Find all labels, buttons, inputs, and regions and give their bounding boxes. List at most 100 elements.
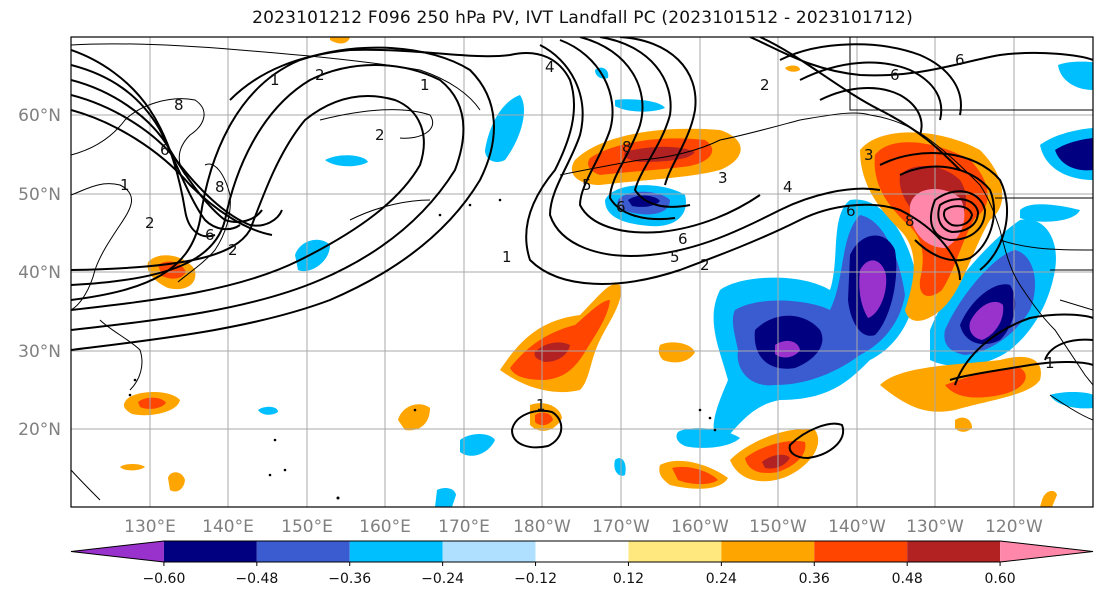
colorbar-tick-label: 0.12 [613,571,644,587]
contour-label: 8 [905,212,915,230]
ivt-positive-region [535,412,553,426]
colorbar-tick-label: 0.24 [706,571,737,587]
colorbar-tick-label: −0.36 [328,571,371,587]
colorbar-segment [721,541,815,562]
contour-label: 4 [545,58,555,76]
ivt-positive-region [330,37,350,44]
lon-label: 160°W [671,517,729,537]
ivt-negative-region [1058,61,1093,90]
lon-label: 160°E [359,517,411,537]
contour-label: 5 [670,248,680,266]
ivt-positive-region [785,65,800,72]
colorbar-segment [163,541,257,562]
colorbar-segment [535,541,629,562]
lon-label: 170°E [438,517,490,537]
ivt-negative-region [676,428,740,448]
lon-label: 120°W [985,517,1043,537]
colorbar-tick-label: 0.60 [985,571,1016,587]
lon-label: 130°E [124,517,176,537]
contour-label: 8 [215,178,225,196]
colorbar-segment [814,541,908,562]
contour-label: 3 [718,169,728,187]
lon-label: 170°W [592,517,650,537]
colorbar-segment [256,541,350,562]
colorbar-segment [71,541,164,562]
pv-contour-labels: 1 2 6 8 1 2 6 8 2 1 2 4 5 6 3 8 1 5 6 2 … [120,51,1055,414]
map-area: 1 2 6 8 1 2 6 8 2 1 2 4 5 6 3 8 1 5 6 2 … [71,37,1093,507]
ivt-positive-region [955,417,972,432]
ivt-negative-region [1055,138,1093,171]
ivt-negative-region [460,434,495,456]
colorbar-tick-label: −0.12 [514,571,557,587]
colorbar-segment [442,541,536,562]
ivt-negative-region [295,239,330,272]
colorbar-segment [628,541,722,562]
lat-label: 30°N [18,342,61,362]
ivt-negative-region [614,458,626,476]
ivt-shading [120,37,1093,507]
contour-label: 2 [228,241,238,259]
colorbar-tick-label: −0.24 [421,571,464,587]
ivt-positive-region [120,464,145,471]
contour-label: 2 [375,126,385,144]
lat-label: 20°N [18,420,61,440]
ivt-positive-region [672,466,718,485]
ivt-negative-region [258,406,278,415]
ivt-positive-region [138,397,166,409]
ivt-negative-region [859,260,887,318]
contour-label: 2 [700,256,710,274]
colorbar-tick-label: 0.48 [892,571,923,587]
islands [128,198,717,500]
contour-label: 2 [145,214,155,232]
contour-label: 2 [315,66,325,84]
colorbar: −0.60 −0.48 −0.36 −0.24 −0.12 0.12 0.24 0.36 0.4… [70,540,1094,587]
ivt-positive-region [534,342,570,362]
colorbar-tick-label: 0.36 [799,571,830,587]
contour-label: 6 [678,230,688,248]
contour-label: 1 [420,76,430,94]
colorbar-segment [907,541,1001,562]
contour-label: 5 [582,176,592,194]
colorbar-tick-label: −0.60 [142,571,185,587]
ivt-positive-region [510,300,610,380]
lat-label: 50°N [18,185,61,205]
contour-label: 6 [846,202,856,220]
contour-label: 2 [760,76,770,94]
ivt-negative-region [435,487,456,507]
contour-label: 4 [783,178,793,196]
contour-label: 1 [120,176,130,194]
colorbar-tick-label: −0.48 [235,571,278,587]
ivt-negative-region [615,99,665,112]
lon-label: 140°W [828,517,886,537]
coastlines [71,37,1093,501]
map-frame [70,36,1094,508]
ivt-positive-region [658,342,695,363]
ivt-positive-region [909,188,965,248]
lon-label: 180°W [513,517,571,537]
contour-label: 1 [1045,354,1055,372]
lat-label: 60°N [18,106,61,126]
ivt-negative-region [775,340,800,358]
lon-label: 140°E [202,517,254,537]
contour-label: 1 [502,248,512,266]
lon-label: 150°E [281,517,333,537]
lon-label: 150°W [749,517,807,537]
contour-label: 3 [864,146,874,164]
contour-label: 6 [616,198,626,216]
contour-label: 1 [270,71,280,89]
ivt-positive-region [1040,490,1057,507]
contour-label: 6 [205,226,215,244]
colorbar-segment [349,541,443,562]
ivt-negative-region [1020,204,1080,222]
chart-title: 2023101212 F096 250 hPa PV, IVT Landfall… [252,8,913,28]
ivt-negative-region [1050,391,1093,409]
latitude-labels: 60°N 50°N 40°N 30°N 20°N [18,106,61,440]
ivt-positive-region [168,472,185,492]
lon-label: 130°W [906,517,964,537]
colorbar-segment [1000,541,1093,562]
contour-label: 8 [622,138,632,156]
ivt-negative-region [325,155,368,167]
contour-label: 6 [955,51,965,69]
ivt-negative-region [485,95,525,162]
